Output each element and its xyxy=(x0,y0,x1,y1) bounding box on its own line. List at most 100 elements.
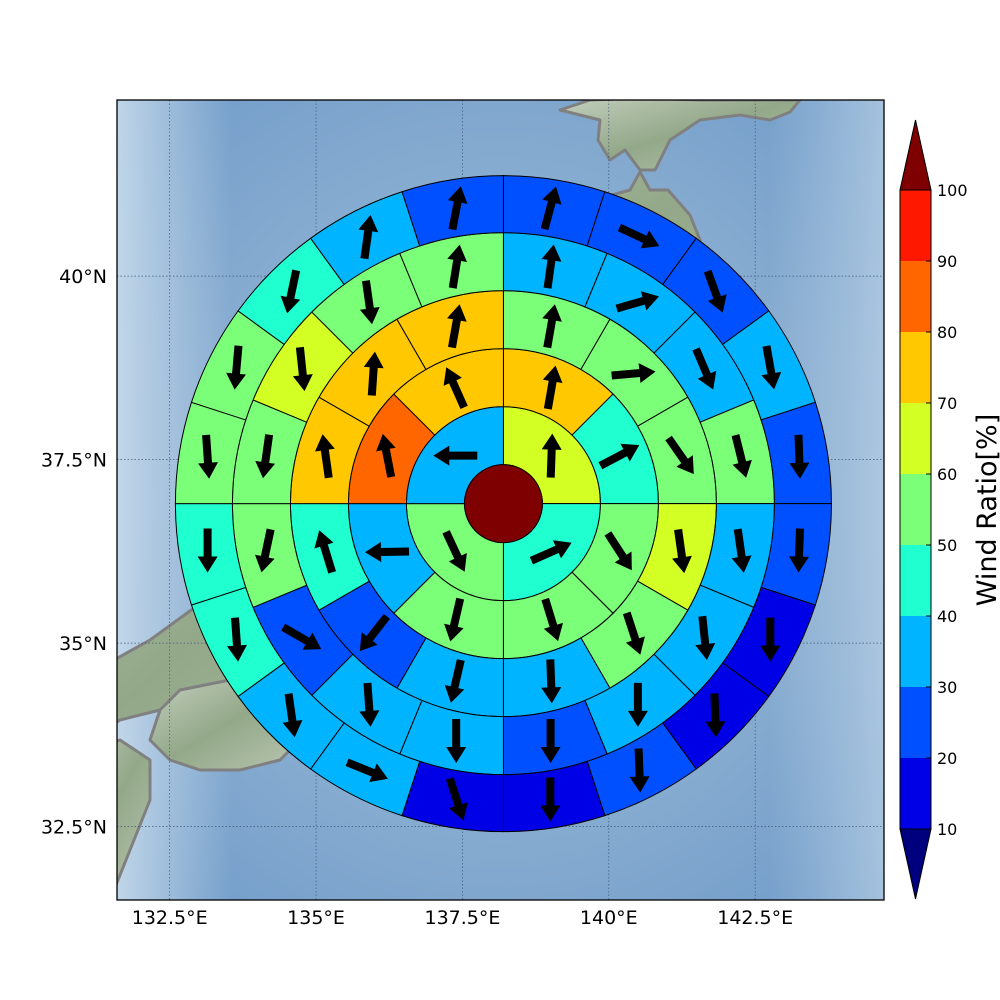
colorbar-tick-label: 80 xyxy=(937,323,957,342)
colorbar-tick-label: 90 xyxy=(937,252,957,271)
wind-direction-arrow xyxy=(365,542,410,562)
latitude-tick-label: 32.5°N xyxy=(41,817,107,839)
wind-direction-arrow xyxy=(443,367,468,409)
wind-direction-arrow xyxy=(541,659,562,704)
colorbar-bin xyxy=(900,332,931,403)
wind-direction-arrow xyxy=(447,186,468,231)
wind-direction-arrow xyxy=(629,748,650,793)
colorbar-frame xyxy=(899,189,932,830)
wind-rose xyxy=(174,175,832,833)
wind-direction-arrow xyxy=(315,434,335,479)
wind-direction-arrow xyxy=(280,269,301,314)
wind-direction-arrow xyxy=(705,693,726,738)
wind-direction-arrow xyxy=(363,351,384,396)
wind-direction-arrow xyxy=(622,611,645,655)
wind-direction-arrow xyxy=(665,435,694,475)
colorbar-tick-label: 10 xyxy=(937,820,957,839)
wind-direction-arrow xyxy=(447,244,467,289)
wind-rose-ring5 xyxy=(174,175,832,833)
wind-direction-arrow xyxy=(359,280,380,325)
wind-direction-arrow xyxy=(376,433,396,478)
wind-direction-arrow xyxy=(359,682,380,727)
wind-direction-arrow xyxy=(789,434,810,479)
wind-direction-arrow xyxy=(703,269,727,313)
wind-direction-arrow xyxy=(604,531,632,571)
wind-direction-arrow xyxy=(444,659,465,703)
wind-direction-arrow xyxy=(541,433,562,478)
wind-direction-arrow xyxy=(358,215,379,260)
longitude-tick-labels: 132.5°E 135°E 137.5°E 140°E 142.5°E xyxy=(132,907,793,929)
longitude-tick-label: 132.5°E xyxy=(132,907,208,929)
wind-direction-arrow xyxy=(282,693,303,738)
colorbar-tick-label: 40 xyxy=(937,607,957,626)
wind-direction-arrow xyxy=(444,597,465,642)
wind-rose-ring2 xyxy=(347,348,659,660)
colorbar-over-extension xyxy=(899,119,932,191)
wind-direction-arrow xyxy=(255,528,275,573)
wind-direction-arrow xyxy=(760,617,781,662)
colorbar-bin xyxy=(900,616,931,687)
wind-direction-arrow xyxy=(446,777,468,821)
colorbar-under-extension xyxy=(899,828,932,900)
colorbar-bin xyxy=(900,474,931,545)
wind-direction-arrow xyxy=(627,682,648,727)
land-polygon xyxy=(558,100,802,172)
wind-direction-arrow xyxy=(540,186,562,231)
colorbar-bin xyxy=(900,403,931,474)
longitude-tick-label: 140°E xyxy=(580,907,638,929)
colorbar: 10 20 30 40 50 60 70 80 90 100 xyxy=(899,119,968,900)
colorbar-bin xyxy=(900,687,931,758)
longitude-tick-label: 142.5°E xyxy=(717,907,793,929)
wind-direction-arrow xyxy=(446,719,467,763)
latitude-tick-label: 37.5°N xyxy=(41,450,107,472)
wind-rose-ring4 xyxy=(231,232,775,776)
wind-direction-arrow xyxy=(615,291,659,313)
colorbar-bin xyxy=(900,758,931,829)
longitude-tick-label: 137.5°E xyxy=(424,907,500,929)
wind-direction-arrow xyxy=(540,719,561,763)
latitude-tick-label: 35°N xyxy=(59,633,107,655)
colorbar-tick-label: 100 xyxy=(937,181,968,200)
wind-direction-arrow xyxy=(198,434,218,479)
colorbar-tick-label: 50 xyxy=(937,536,957,555)
colorbar-tick-label: 70 xyxy=(937,394,957,413)
wind-direction-arrow xyxy=(789,528,809,573)
wind-direction-arrow xyxy=(731,528,752,573)
wind-direction-arrow xyxy=(695,615,716,660)
colorbar-bin xyxy=(900,261,931,332)
wind-direction-arrow xyxy=(359,614,390,652)
wind-direction-arrow xyxy=(447,304,467,349)
colorbar-title: Wind Ratio[%] xyxy=(972,414,1000,606)
wind-direction-arrow xyxy=(529,540,572,565)
wind-direction-arrow xyxy=(345,758,388,782)
wind-direction-arrow xyxy=(542,365,563,410)
wind-direction-arrow xyxy=(541,597,563,642)
wind-direction-arrow xyxy=(197,528,218,573)
wind-rose-center xyxy=(463,464,543,544)
latitude-tick-labels: 40°N 37.5°N 35°N 32.5°N xyxy=(41,266,107,838)
wind-direction-arrow xyxy=(433,445,478,466)
longitude-tick-label: 135°E xyxy=(287,907,345,929)
colorbar-tick-label: 20 xyxy=(937,749,957,768)
wind-direction-arrow xyxy=(292,346,313,392)
wind-direction-arrow xyxy=(442,530,467,572)
wind-direction-arrow xyxy=(542,304,562,349)
wind-direction-arrow xyxy=(314,530,336,574)
wind-direction-arrow xyxy=(617,223,660,249)
wind-rose-ring3 xyxy=(289,290,717,718)
wind-direction-arrow xyxy=(541,244,562,289)
wind-direction-arrow xyxy=(540,777,561,822)
colorbar-bin xyxy=(900,190,931,261)
colorbar-tick-label: 30 xyxy=(937,678,957,697)
wind-direction-arrow xyxy=(226,345,246,390)
wind-direction-arrow xyxy=(761,345,782,390)
colorbar-bin xyxy=(900,545,931,616)
wind-direction-arrow xyxy=(692,347,717,390)
wind-direction-arrow xyxy=(255,434,276,479)
latitude-tick-label: 40°N xyxy=(59,266,107,288)
wind-direction-arrow xyxy=(672,528,692,574)
wind-direction-arrow xyxy=(281,623,322,650)
wind-direction-arrow xyxy=(227,617,247,662)
colorbar-tick-label: 60 xyxy=(937,465,957,484)
